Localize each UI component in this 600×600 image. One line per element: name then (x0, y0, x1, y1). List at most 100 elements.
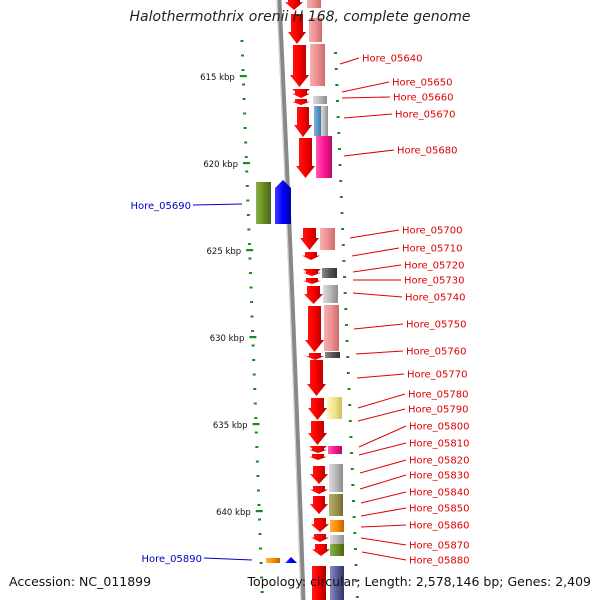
gene-label[interactable]: Hore_05640 (362, 54, 423, 65)
gene-label[interactable]: Hore_05860 (409, 521, 470, 532)
track-dot (354, 564, 358, 566)
scale-major-tick (242, 162, 250, 165)
label-connector (341, 81, 390, 93)
track-dot (346, 356, 350, 358)
track-dot (334, 68, 338, 70)
accession-info: Accession: NC_011899 (9, 574, 151, 589)
gene-arrow (306, 353, 324, 360)
gene-label[interactable]: Hore_05800 (409, 422, 470, 433)
gene-label[interactable]: Hore_05880 (409, 556, 470, 567)
track-dot (350, 468, 354, 470)
topology-label: Topology: (247, 574, 307, 589)
genome-backbone (276, 0, 306, 600)
gene-label[interactable]: Hore_05780 (408, 390, 469, 401)
label-connector (360, 537, 407, 546)
scale-dot (251, 344, 255, 347)
scale-dot (244, 156, 248, 158)
gene-label[interactable]: Hore_05790 (408, 405, 469, 416)
track-dot (350, 452, 354, 454)
gene-feature-block (330, 520, 344, 532)
track-dot (346, 372, 350, 374)
label-connector (359, 459, 407, 474)
gene-label[interactable]: Hore_05810 (409, 439, 470, 450)
gene-label[interactable]: Hore_05730 (404, 276, 465, 287)
gene-label[interactable]: Hore_05820 (409, 456, 470, 467)
scale-dot (245, 170, 249, 173)
track-dot (344, 308, 348, 310)
genome-backbone-highlight (276, 0, 302, 600)
track-dot (338, 164, 342, 166)
scale-dot (247, 243, 251, 245)
scale-dot (255, 460, 259, 463)
label-connector (360, 491, 407, 504)
track-dot (351, 484, 355, 486)
gene-label[interactable]: Hore_05710 (402, 244, 463, 255)
gene-feature-block (321, 106, 328, 136)
scale-label: 625 kbp (207, 247, 242, 257)
gene-feature-block (330, 566, 344, 600)
gene-arrow (292, 99, 310, 105)
scale-dot (242, 83, 246, 86)
genes-value: 2,409 (555, 574, 591, 589)
scale-dot (260, 591, 264, 593)
gene-label[interactable]: Hore_05690 (131, 201, 192, 212)
scale-dot (243, 112, 247, 115)
track-dot (353, 548, 357, 550)
scale-dot (252, 359, 256, 361)
gene-label[interactable]: Hore_05870 (409, 541, 470, 552)
gene-arrow (311, 534, 329, 542)
gene-label[interactable]: Hore_05830 (409, 471, 470, 482)
gene-feature-block (310, 44, 325, 86)
gene-feature-block (327, 397, 342, 419)
label-connector (352, 264, 402, 273)
gene-label[interactable]: Hore_05760 (406, 347, 467, 358)
gene-labels: Hore_05640 Hore_05650 Hore_05660 Hore_05670… (131, 54, 470, 567)
gene-label[interactable]: Hore_05660 (393, 93, 454, 104)
gene-label[interactable]: Hore_05840 (409, 488, 470, 499)
scale-dot (256, 489, 260, 492)
label-connector (351, 247, 400, 257)
track-dot (337, 148, 341, 150)
label-connector (341, 96, 391, 99)
gene-label[interactable]: Hore_05680 (397, 146, 458, 157)
gene-arrow (310, 466, 328, 484)
scale-major-tick (255, 510, 263, 513)
track-dot (355, 596, 359, 598)
gene-label[interactable]: Hore_05650 (392, 78, 453, 89)
gene-label[interactable]: Hore_05850 (409, 504, 470, 515)
scale-label: 620 kbp (203, 160, 238, 170)
scale-dot (240, 54, 244, 57)
track-dot (336, 100, 339, 102)
scale-dot (240, 40, 244, 42)
track-dot (352, 500, 355, 502)
scale-dot (254, 431, 258, 434)
gene-feature-block (312, 566, 326, 600)
scale-label: 615 kbp (200, 73, 235, 83)
gene-label[interactable]: Hore_05720 (404, 261, 465, 272)
track-dot (343, 292, 347, 294)
gene-feature-block (316, 136, 332, 178)
track-dot (355, 580, 359, 582)
scale-dot (252, 373, 256, 376)
track-dot (334, 52, 338, 54)
gene-arrow (290, 45, 309, 87)
gene-arrow-reverse (275, 180, 291, 224)
genes-label: Genes: (507, 574, 552, 589)
scale-major-tick (239, 75, 247, 78)
label-connector (361, 551, 407, 561)
gene-label[interactable]: Hore_05890 (142, 554, 203, 565)
gene-label[interactable]: Hore_05740 (405, 293, 466, 304)
gene-label[interactable]: Hore_05770 (407, 370, 468, 381)
label-connector (360, 507, 407, 517)
gene-feature-block (330, 535, 344, 545)
gene-label[interactable]: Hore_05700 (402, 226, 463, 237)
gene-label[interactable]: Hore_05750 (406, 320, 467, 331)
scale-label: 630 kbp (210, 334, 245, 344)
track-dot (344, 324, 348, 326)
gene-arrow (288, 14, 306, 44)
gene-label[interactable]: Hore_05670 (395, 110, 456, 121)
label-connector (356, 373, 405, 379)
track-dot (342, 260, 346, 262)
gene-arrow (285, 0, 303, 10)
track-dot (337, 132, 341, 134)
